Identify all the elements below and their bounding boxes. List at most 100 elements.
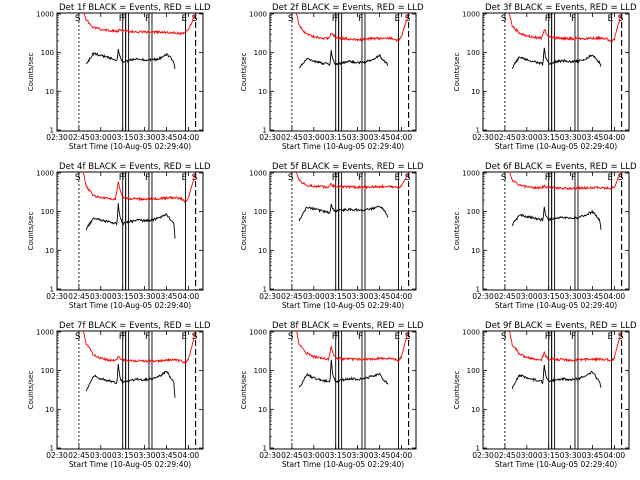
plot-frame xyxy=(56,171,204,291)
event-marker-label: S xyxy=(192,173,198,183)
x-tick-label: 02:30 xyxy=(46,451,68,460)
event-marker-label: F xyxy=(332,14,337,24)
y-axis-label: Counts/sec xyxy=(453,212,461,251)
x-axis-label: Start Time (10-Aug-05 02:29:40) xyxy=(495,301,617,310)
y-tick-label: 100 xyxy=(467,49,480,57)
event-marker-label: S xyxy=(288,14,294,24)
y-tick-label: 10 xyxy=(471,406,480,414)
event-marker-label: S xyxy=(405,173,411,183)
series-line-events xyxy=(511,47,602,69)
x-axis-label: Start Time (10-Aug-05 02:29:40) xyxy=(282,142,404,151)
x-tick-label: 02:45 xyxy=(494,133,516,142)
x-tick-label: 03:00 xyxy=(516,133,538,142)
y-tick-label: 1 xyxy=(50,286,54,294)
x-tick-label: 03:15 xyxy=(538,133,560,142)
x-tick-label: 02:30 xyxy=(46,292,68,301)
x-tick-label: 03:15 xyxy=(325,451,347,460)
series-line-lld xyxy=(508,171,622,191)
x-tick-label: 02:30 xyxy=(472,292,494,301)
x-tick-label: 03:45 xyxy=(369,292,391,301)
x-tick-label: 03:45 xyxy=(369,133,391,142)
x-tick-label: 04:00 xyxy=(391,292,413,301)
event-marker-label: F xyxy=(545,332,550,342)
y-tick-label: 10 xyxy=(45,88,54,96)
x-tick-label: 02:45 xyxy=(68,133,90,142)
x-tick-label: 03:30 xyxy=(560,292,582,301)
chart-title: Det 3f BLACK = Events, RED = LLD xyxy=(485,3,637,13)
event-marker-label: F xyxy=(571,173,576,183)
x-tick-label: 02:30 xyxy=(472,451,494,460)
x-tick-label: 03:30 xyxy=(347,451,369,460)
y-axis-label: Counts/sec xyxy=(453,53,461,92)
series-line-lld xyxy=(295,13,409,43)
x-tick-label: 03:30 xyxy=(347,292,369,301)
x-tick-label: 03:45 xyxy=(582,133,604,142)
event-marker-label: S xyxy=(405,14,411,24)
event-marker-label: F xyxy=(122,173,127,183)
x-tick-label: 02:30 xyxy=(46,133,68,142)
event-marker-label: F xyxy=(119,14,124,24)
series-line-events xyxy=(85,203,176,239)
chart-panel: Det 8f BLACK = Events, RED = LLD 1 10 100 10… xyxy=(240,321,424,469)
chart-title: Det 6f BLACK = Events, RED = LLD xyxy=(485,162,637,172)
x-tick-label: 03:30 xyxy=(347,133,369,142)
event-marker-label: S xyxy=(192,332,198,342)
event-marker-label: F xyxy=(358,14,363,24)
series-line-lld xyxy=(82,171,196,204)
y-axis-label: Counts/sec xyxy=(27,53,35,92)
event-marker-label: F xyxy=(545,14,550,24)
x-tick-label: 03:15 xyxy=(112,292,134,301)
y-tick-label: 1 xyxy=(263,127,267,135)
chart-title: Det 5f BLACK = Events, RED = LLD xyxy=(272,162,424,172)
y-tick-label: 1000 xyxy=(36,329,54,337)
event-marker-label: S xyxy=(288,173,294,183)
y-axis-label: Counts/sec xyxy=(453,371,461,410)
y-axis-label: Counts/sec xyxy=(240,212,248,251)
x-tick-label: 02:30 xyxy=(259,292,281,301)
event-marker-label: S xyxy=(75,173,81,183)
x-tick-label: 02:45 xyxy=(494,451,516,460)
plot-frame xyxy=(269,12,417,132)
event-marker-label: F xyxy=(332,173,337,183)
event-marker-label: F xyxy=(332,332,337,342)
x-axis-label: Start Time (10-Aug-05 02:29:40) xyxy=(69,460,191,469)
y-tick-label: 1000 xyxy=(462,329,480,337)
x-tick-label: 03:45 xyxy=(582,292,604,301)
x-tick-label: 02:30 xyxy=(259,451,281,460)
event-marker-label: S xyxy=(75,14,81,24)
chart-panel: Det 1f BLACK = Events, RED = LLD 1 10 100 10… xyxy=(27,3,211,151)
event-marker-label: E xyxy=(607,332,613,342)
event-marker-label: S xyxy=(618,173,624,183)
chart-panel: Det 7f BLACK = Events, RED = LLD 1 10 100 10… xyxy=(27,321,211,469)
chart-title: Det 9f BLACK = Events, RED = LLD xyxy=(485,321,637,331)
event-marker-label: S xyxy=(75,332,81,342)
x-tick-label: 03:15 xyxy=(325,292,347,301)
x-tick-label: 03:30 xyxy=(134,292,156,301)
event-marker-label: F xyxy=(548,332,553,342)
y-tick-label: 10 xyxy=(258,406,267,414)
y-tick-label: 100 xyxy=(41,208,54,216)
y-tick-label: 1 xyxy=(50,445,54,453)
chart-title: Det 2f BLACK = Events, RED = LLD xyxy=(272,3,424,13)
series-line-events xyxy=(298,203,389,222)
series-line-events xyxy=(299,49,389,69)
event-marker-label: E xyxy=(394,173,400,183)
x-tick-label: 02:30 xyxy=(472,133,494,142)
x-tick-label: 02:45 xyxy=(281,292,303,301)
y-tick-label: 100 xyxy=(254,367,267,375)
x-tick-label: 04:00 xyxy=(178,292,200,301)
event-marker-label: F xyxy=(571,14,576,24)
series-line-events xyxy=(511,206,602,230)
x-tick-label: 04:00 xyxy=(391,133,413,142)
event-marker-label: F xyxy=(145,173,150,183)
y-tick-label: 1000 xyxy=(36,170,54,178)
y-tick-label: 1000 xyxy=(462,170,480,178)
x-tick-label: 02:45 xyxy=(281,133,303,142)
y-tick-label: 10 xyxy=(45,247,54,255)
y-tick-label: 1 xyxy=(50,127,54,135)
x-tick-label: 03:30 xyxy=(134,133,156,142)
event-marker-label: S xyxy=(501,14,507,24)
event-marker-label: F xyxy=(119,173,124,183)
event-marker-label: F xyxy=(545,173,550,183)
